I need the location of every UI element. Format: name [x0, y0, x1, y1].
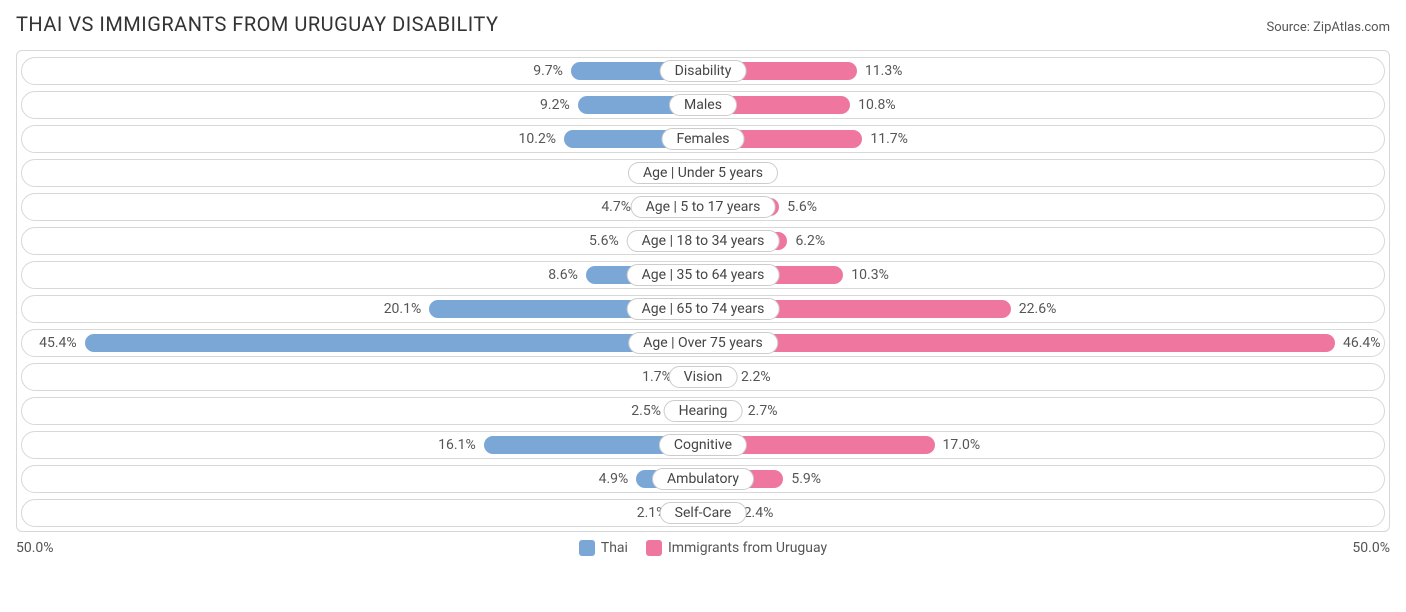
value-label-right: 5.6%: [787, 199, 817, 215]
value-label-left: 4.7%: [601, 199, 631, 215]
bar-row: 45.4% 46.4% Age | Over 75 years: [21, 329, 1385, 357]
bar-row: 10.2% 11.7% Females: [21, 125, 1385, 153]
category-label: Age | Over 75 years: [628, 332, 778, 354]
chart-source: Source: ZipAtlas.com: [1266, 20, 1390, 35]
value-label-right: 2.2%: [741, 369, 771, 385]
category-label: Self-Care: [660, 502, 747, 524]
bar-row: 4.7% 5.6% Age | 5 to 17 years: [21, 193, 1385, 221]
value-label-right: 46.4%: [1343, 335, 1381, 351]
value-label-right: 22.6%: [1019, 301, 1057, 317]
legend-item-left: Thai: [579, 540, 628, 556]
bar-row: 1.1%1.2%Age | Under 5 years: [21, 159, 1385, 187]
legend-swatch-left: [579, 540, 595, 556]
category-label: Vision: [669, 366, 738, 388]
bar-row: 4.9% 5.9% Ambulatory: [21, 465, 1385, 493]
category-label: Age | 35 to 64 years: [627, 264, 780, 286]
bar-row: 8.6% 10.3% Age | 35 to 64 years: [21, 261, 1385, 289]
bar-row: 9.7% 11.3% Disability: [21, 57, 1385, 85]
value-label-left: 2.5%: [631, 403, 661, 419]
bar-row: 2.5% 2.7% Hearing: [21, 397, 1385, 425]
legend: Thai Immigrants from Uruguay: [579, 540, 827, 556]
category-label: Cognitive: [659, 434, 747, 456]
chart-footer: 50.0% Thai Immigrants from Uruguay 50.0%: [16, 540, 1390, 556]
category-label: Ambulatory: [652, 468, 754, 490]
legend-swatch-right: [646, 540, 662, 556]
value-label-left: 45.4%: [39, 335, 77, 351]
bar-row: 2.1%2.4%Self-Care: [21, 499, 1385, 527]
value-label-right: 11.3%: [865, 63, 903, 79]
chart-title: THAI VS IMMIGRANTS FROM URUGUAY DISABILI…: [16, 12, 499, 36]
value-label-left: 9.7%: [533, 63, 563, 79]
category-label: Females: [662, 128, 745, 150]
category-label: Hearing: [664, 400, 743, 422]
bar-row: 1.7% 2.2%Vision: [21, 363, 1385, 391]
value-label-left: 16.1%: [438, 437, 476, 453]
value-label-left: 8.6%: [548, 267, 578, 283]
category-label: Disability: [660, 60, 747, 82]
bar-row: 5.6% 6.2% Age | 18 to 34 years: [21, 227, 1385, 255]
value-label-right: 5.9%: [791, 471, 821, 487]
legend-item-right: Immigrants from Uruguay: [646, 540, 827, 556]
legend-label-left: Thai: [601, 540, 628, 556]
category-label: Males: [669, 94, 737, 116]
legend-label-right: Immigrants from Uruguay: [668, 540, 827, 556]
value-label-left: 10.2%: [519, 131, 557, 147]
category-label: Age | Under 5 years: [628, 162, 778, 184]
value-label-left: 9.2%: [540, 97, 570, 113]
value-label-left: 4.9%: [599, 471, 629, 487]
bar-right: [703, 334, 1335, 352]
bar-row: 20.1% 22.6% Age | 65 to 74 years: [21, 295, 1385, 323]
value-label-right: 10.8%: [858, 97, 896, 113]
category-label: Age | 65 to 74 years: [627, 298, 780, 320]
value-label-right: 17.0%: [943, 437, 981, 453]
axis-max-left: 50.0%: [16, 540, 54, 556]
value-label-right: 2.7%: [748, 403, 778, 419]
value-label-right: 2.4%: [744, 505, 774, 521]
category-label: Age | 5 to 17 years: [631, 196, 776, 218]
chart-header: THAI VS IMMIGRANTS FROM URUGUAY DISABILI…: [16, 12, 1390, 36]
bar-row: 16.1% 17.0% Cognitive: [21, 431, 1385, 459]
value-label-right: 11.7%: [870, 131, 908, 147]
axis-max-right: 50.0%: [1352, 540, 1390, 556]
value-label-left: 1.7%: [642, 369, 672, 385]
category-label: Age | 18 to 34 years: [627, 230, 780, 252]
value-label-left: 20.1%: [384, 301, 422, 317]
value-label-right: 6.2%: [795, 233, 825, 249]
chart-area: 9.7% 11.3% Disability 9.2% 10.8% Males 10.2% 11…: [16, 50, 1390, 532]
bar-row: 9.2% 10.8% Males: [21, 91, 1385, 119]
value-label-right: 10.3%: [851, 267, 889, 283]
bar-left: [85, 334, 703, 352]
value-label-left: 5.6%: [589, 233, 619, 249]
